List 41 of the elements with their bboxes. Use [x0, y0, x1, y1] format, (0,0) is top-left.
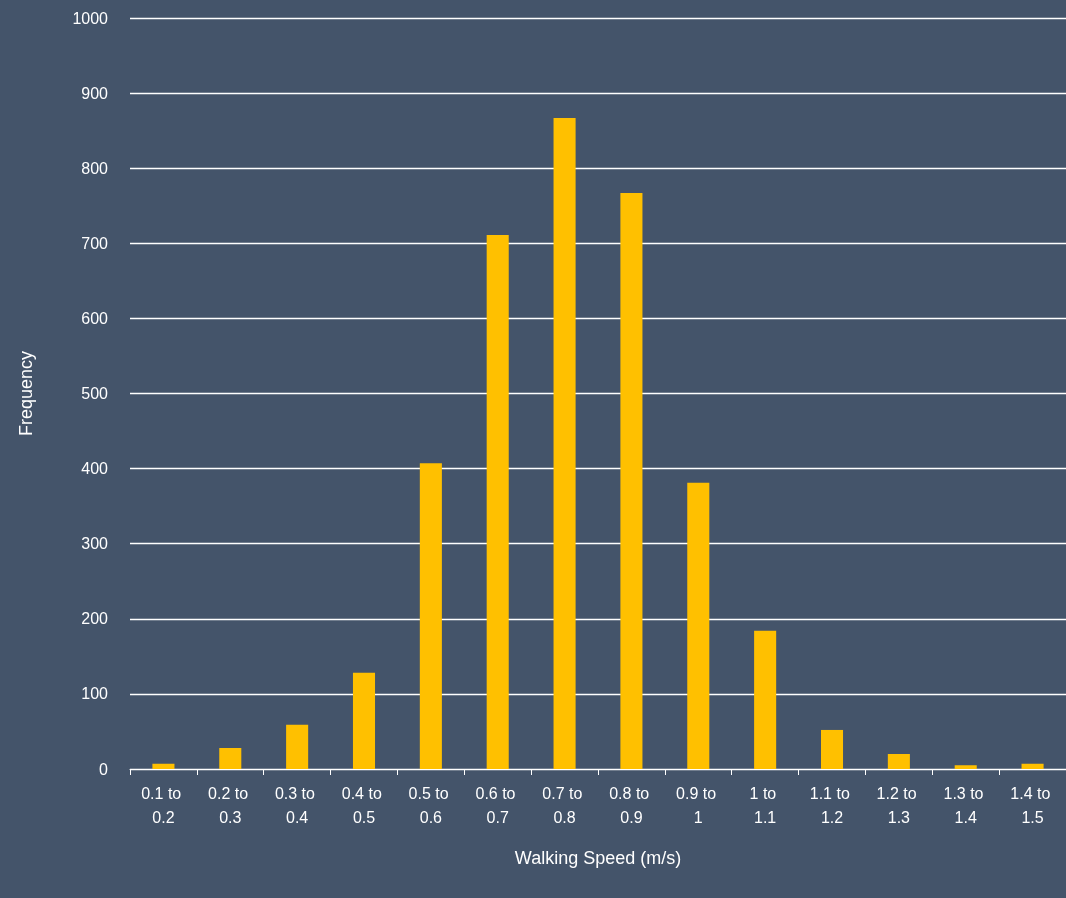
y-tick-label: 900 [81, 84, 109, 102]
y-tick-label: 400 [81, 460, 109, 478]
x-tick-label: 0.1 to 0.2 [141, 784, 186, 826]
x-tick-label: 0.8 to 0.9 [609, 784, 654, 826]
x-tick-label: 0.6 to 0.7 [475, 784, 520, 826]
x-tick-label: 0.5 to 0.6 [408, 784, 454, 826]
x-tick-label: 1.4 to 1.5 [1010, 784, 1055, 826]
x-tick-label: 1 to 1.1 [749, 784, 781, 826]
y-tick-label: 100 [81, 685, 109, 703]
bar [754, 630, 777, 769]
x-tick-label: 1.1 to 1.2 [809, 784, 855, 826]
bar [419, 463, 442, 769]
bar [219, 747, 242, 769]
x-tick-label: 1.2 to 1.3 [876, 784, 922, 826]
bar [687, 482, 710, 769]
y-axis-title: Frequency [16, 350, 36, 437]
bar [152, 763, 175, 769]
x-tick-label: 1.3 to 1.4 [943, 784, 988, 826]
y-tick-label: 600 [81, 309, 109, 327]
bar [286, 724, 309, 769]
bar [887, 753, 910, 769]
y-tick-label: 200 [81, 610, 109, 628]
x-tick-label: 0.2 to 0.3 [208, 784, 253, 826]
y-tick-label: 500 [81, 385, 109, 402]
bar [486, 235, 509, 769]
x-tick-label: 0.7 to 0.8 [542, 784, 587, 826]
bar [352, 672, 376, 769]
bar [553, 117, 576, 769]
y-tick-label: 700 [81, 234, 109, 252]
bar [954, 765, 977, 769]
bar [1021, 763, 1044, 769]
y-tick-label: 300 [81, 535, 109, 553]
x-tick-label: 0.3 to 0.4 [274, 784, 320, 826]
x-tick-label: 0.9 to 1 [676, 784, 721, 826]
x-axis-title: Walking Speed (m/s) [514, 848, 682, 868]
y-tick-label: 1000 [72, 9, 109, 27]
bar [820, 729, 844, 769]
x-tick-label: 0.4 to 0.5 [341, 784, 387, 826]
bar [620, 192, 643, 769]
y-tick-label: 800 [81, 159, 109, 177]
y-tick-label: 0 [99, 760, 109, 778]
